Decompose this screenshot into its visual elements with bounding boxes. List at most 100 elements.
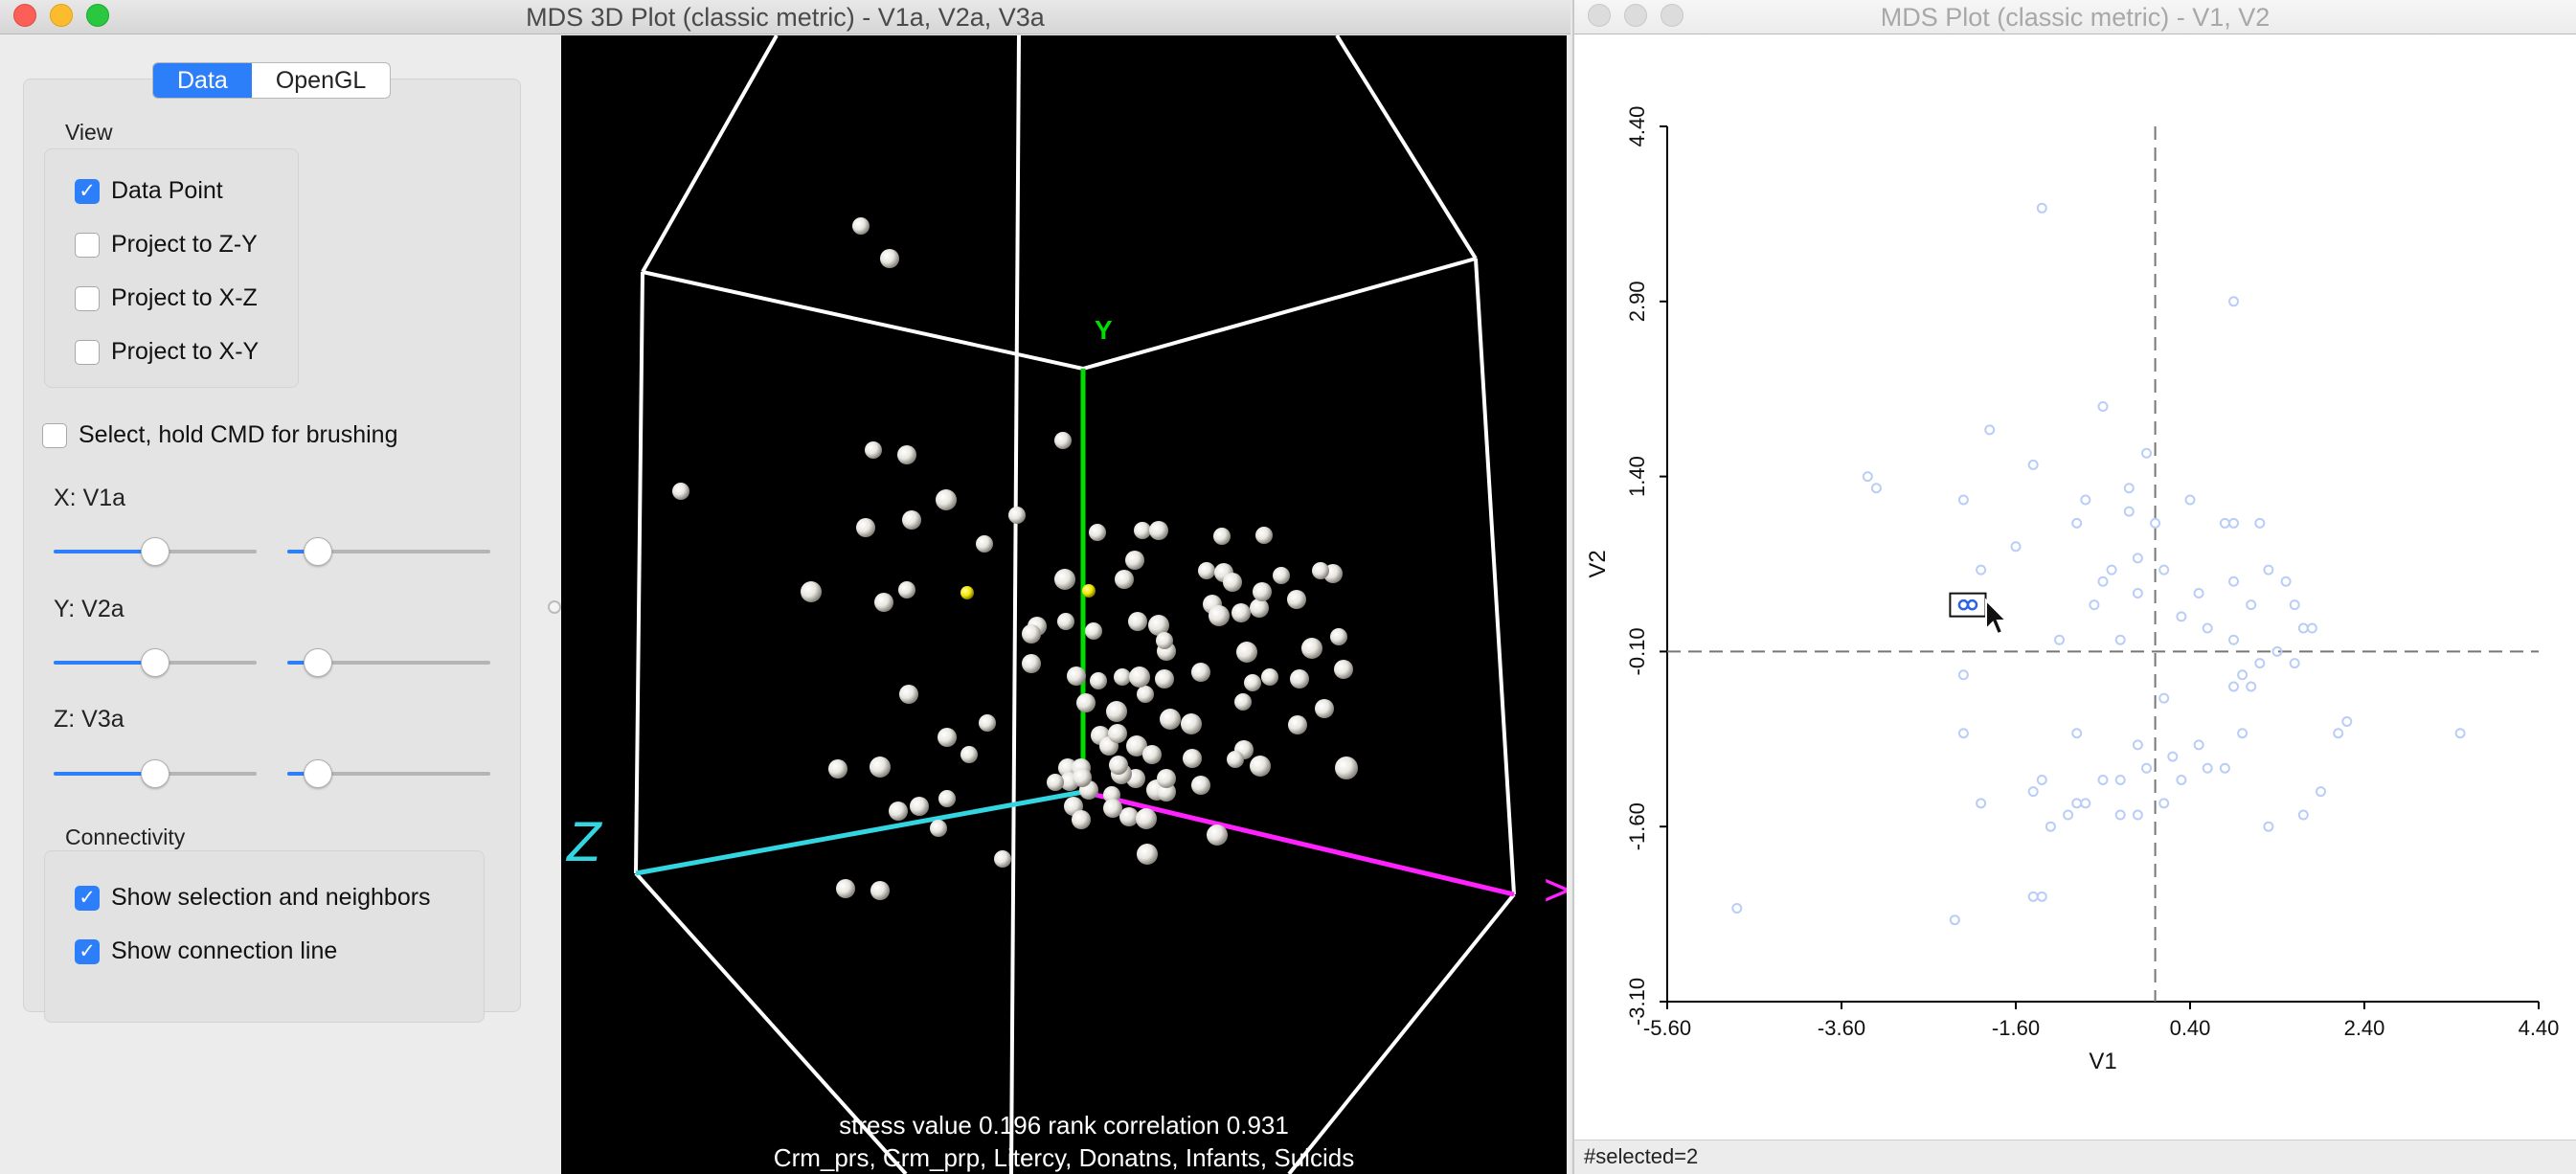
checkbox-data-point[interactable]: ✓ Data Point (75, 177, 223, 205)
data-point-sphere[interactable] (1290, 669, 1309, 689)
data-point[interactable] (2219, 517, 2230, 529)
opengl-3d-view[interactable]: Y Z > stress value 0.196 rank correlatio… (561, 35, 1567, 1174)
data-point-sphere[interactable] (1103, 786, 1120, 803)
data-point-sphere[interactable] (852, 217, 870, 235)
data-point[interactable] (2045, 821, 2056, 832)
data-point-sphere[interactable] (1155, 669, 1174, 689)
data-point[interactable] (2333, 728, 2344, 739)
data-point[interactable] (2193, 739, 2204, 751)
y-axis-slider-2[interactable] (287, 648, 490, 677)
data-point-sphere[interactable] (1227, 751, 1244, 768)
data-point[interactable] (2228, 576, 2239, 587)
checkbox-box[interactable] (75, 339, 100, 365)
data-point[interactable] (2306, 622, 2317, 634)
data-point[interactable] (2202, 762, 2213, 774)
data-point[interactable] (2289, 599, 2300, 611)
data-point[interactable] (2089, 599, 2100, 611)
data-point[interactable] (2036, 774, 2047, 785)
slider-knob[interactable] (141, 537, 169, 566)
data-point-sphere[interactable] (1236, 642, 1257, 663)
data-point[interactable] (2271, 645, 2283, 657)
data-point-sphere[interactable] (1156, 632, 1173, 649)
selected-point-sphere[interactable] (960, 586, 974, 599)
data-point[interactable] (2054, 634, 2065, 645)
data-point[interactable] (2184, 494, 2196, 506)
tab-data[interactable]: Data (153, 63, 252, 98)
data-point[interactable] (2158, 692, 2170, 704)
data-point-sphere[interactable] (1057, 613, 1074, 630)
data-point-sphere[interactable] (1085, 622, 1102, 640)
data-point-sphere[interactable] (801, 581, 822, 602)
data-point[interactable] (2341, 716, 2353, 728)
data-point[interactable] (1957, 728, 1969, 739)
data-point-sphere[interactable] (856, 518, 875, 537)
data-point-sphere[interactable] (1108, 724, 1127, 743)
y-axis-slider-1[interactable] (54, 648, 257, 677)
data-point[interactable] (2114, 634, 2126, 645)
data-point[interactable] (2080, 494, 2091, 506)
data-point-sphere[interactable] (1022, 624, 1041, 643)
data-point[interactable] (2132, 739, 2143, 751)
data-point[interactable] (2097, 576, 2109, 587)
checkbox-select-brushing[interactable]: Select, hold CMD for brushing (42, 421, 397, 449)
data-point[interactable] (2097, 400, 2109, 412)
data-point-sphere[interactable] (1115, 570, 1134, 589)
data-point[interactable] (2280, 576, 2292, 587)
data-point-sphere[interactable] (994, 850, 1011, 868)
data-point[interactable] (1957, 494, 1969, 506)
data-point[interactable] (2114, 774, 2126, 785)
data-point[interactable] (2228, 296, 2239, 307)
data-point[interactable] (1862, 471, 1873, 483)
data-point-sphere[interactable] (672, 483, 689, 500)
data-point-sphere[interactable] (936, 489, 957, 510)
checkbox-box[interactable] (75, 285, 100, 311)
data-point-sphere[interactable] (889, 801, 908, 821)
data-point[interactable] (2063, 809, 2074, 821)
data-point[interactable] (1976, 798, 1987, 809)
data-point-sphere[interactable] (1198, 562, 1215, 579)
slider-knob[interactable] (303, 759, 332, 788)
data-point-sphere[interactable] (1128, 612, 1147, 631)
data-point[interactable] (2454, 728, 2466, 739)
data-point-sphere[interactable] (865, 441, 882, 459)
3d-scene[interactable]: Y Z > (561, 35, 1567, 1174)
tab-opengl[interactable]: OpenGL (275, 67, 367, 94)
data-point-sphere[interactable] (1287, 590, 1306, 609)
data-point-sphere[interactable] (1103, 799, 1122, 818)
checkbox-box[interactable]: ✓ (75, 938, 100, 964)
data-point-sphere[interactable] (1234, 693, 1252, 711)
x-axis-slider-1[interactable] (54, 537, 257, 566)
data-point[interactable] (2297, 622, 2309, 634)
checkbox-project-xz[interactable]: Project to X-Z (75, 284, 258, 312)
data-point-sphere[interactable] (1288, 715, 1307, 734)
data-point-sphere[interactable] (1255, 527, 1273, 544)
close-window-button[interactable] (13, 4, 36, 27)
data-point[interactable] (2123, 506, 2135, 517)
data-point[interactable] (2219, 762, 2230, 774)
data-point[interactable] (2150, 517, 2161, 529)
data-point-sphere[interactable] (1119, 807, 1139, 826)
data-point-sphere[interactable] (1076, 693, 1096, 712)
data-point-sphere[interactable] (1137, 686, 1154, 703)
checkbox-box[interactable] (75, 232, 100, 258)
checkbox-project-xy[interactable]: Project to X-Y (75, 338, 259, 366)
checkbox-box[interactable]: ✓ (75, 178, 100, 204)
data-point-sphere[interactable] (1191, 663, 1210, 682)
data-point[interactable] (2246, 599, 2257, 611)
data-point[interactable] (2071, 728, 2083, 739)
data-point-sphere[interactable] (1008, 507, 1026, 524)
data-point-sphere[interactable] (902, 510, 921, 530)
data-point[interactable] (2036, 891, 2047, 902)
data-point-sphere[interactable] (1047, 774, 1064, 791)
data-point[interactable] (2167, 751, 2179, 762)
data-point-sphere[interactable] (899, 685, 918, 704)
data-point[interactable] (2027, 459, 2039, 470)
data-point-sphere[interactable] (1073, 768, 1092, 787)
data-point[interactable] (2027, 891, 2039, 902)
data-point[interactable] (2123, 483, 2135, 494)
data-point[interactable] (2106, 564, 2117, 576)
data-point-sphere[interactable] (1181, 713, 1202, 734)
selected-points[interactable] (1949, 592, 1987, 618)
data-point-sphere[interactable] (1054, 432, 1072, 449)
data-point[interactable] (2132, 553, 2143, 564)
